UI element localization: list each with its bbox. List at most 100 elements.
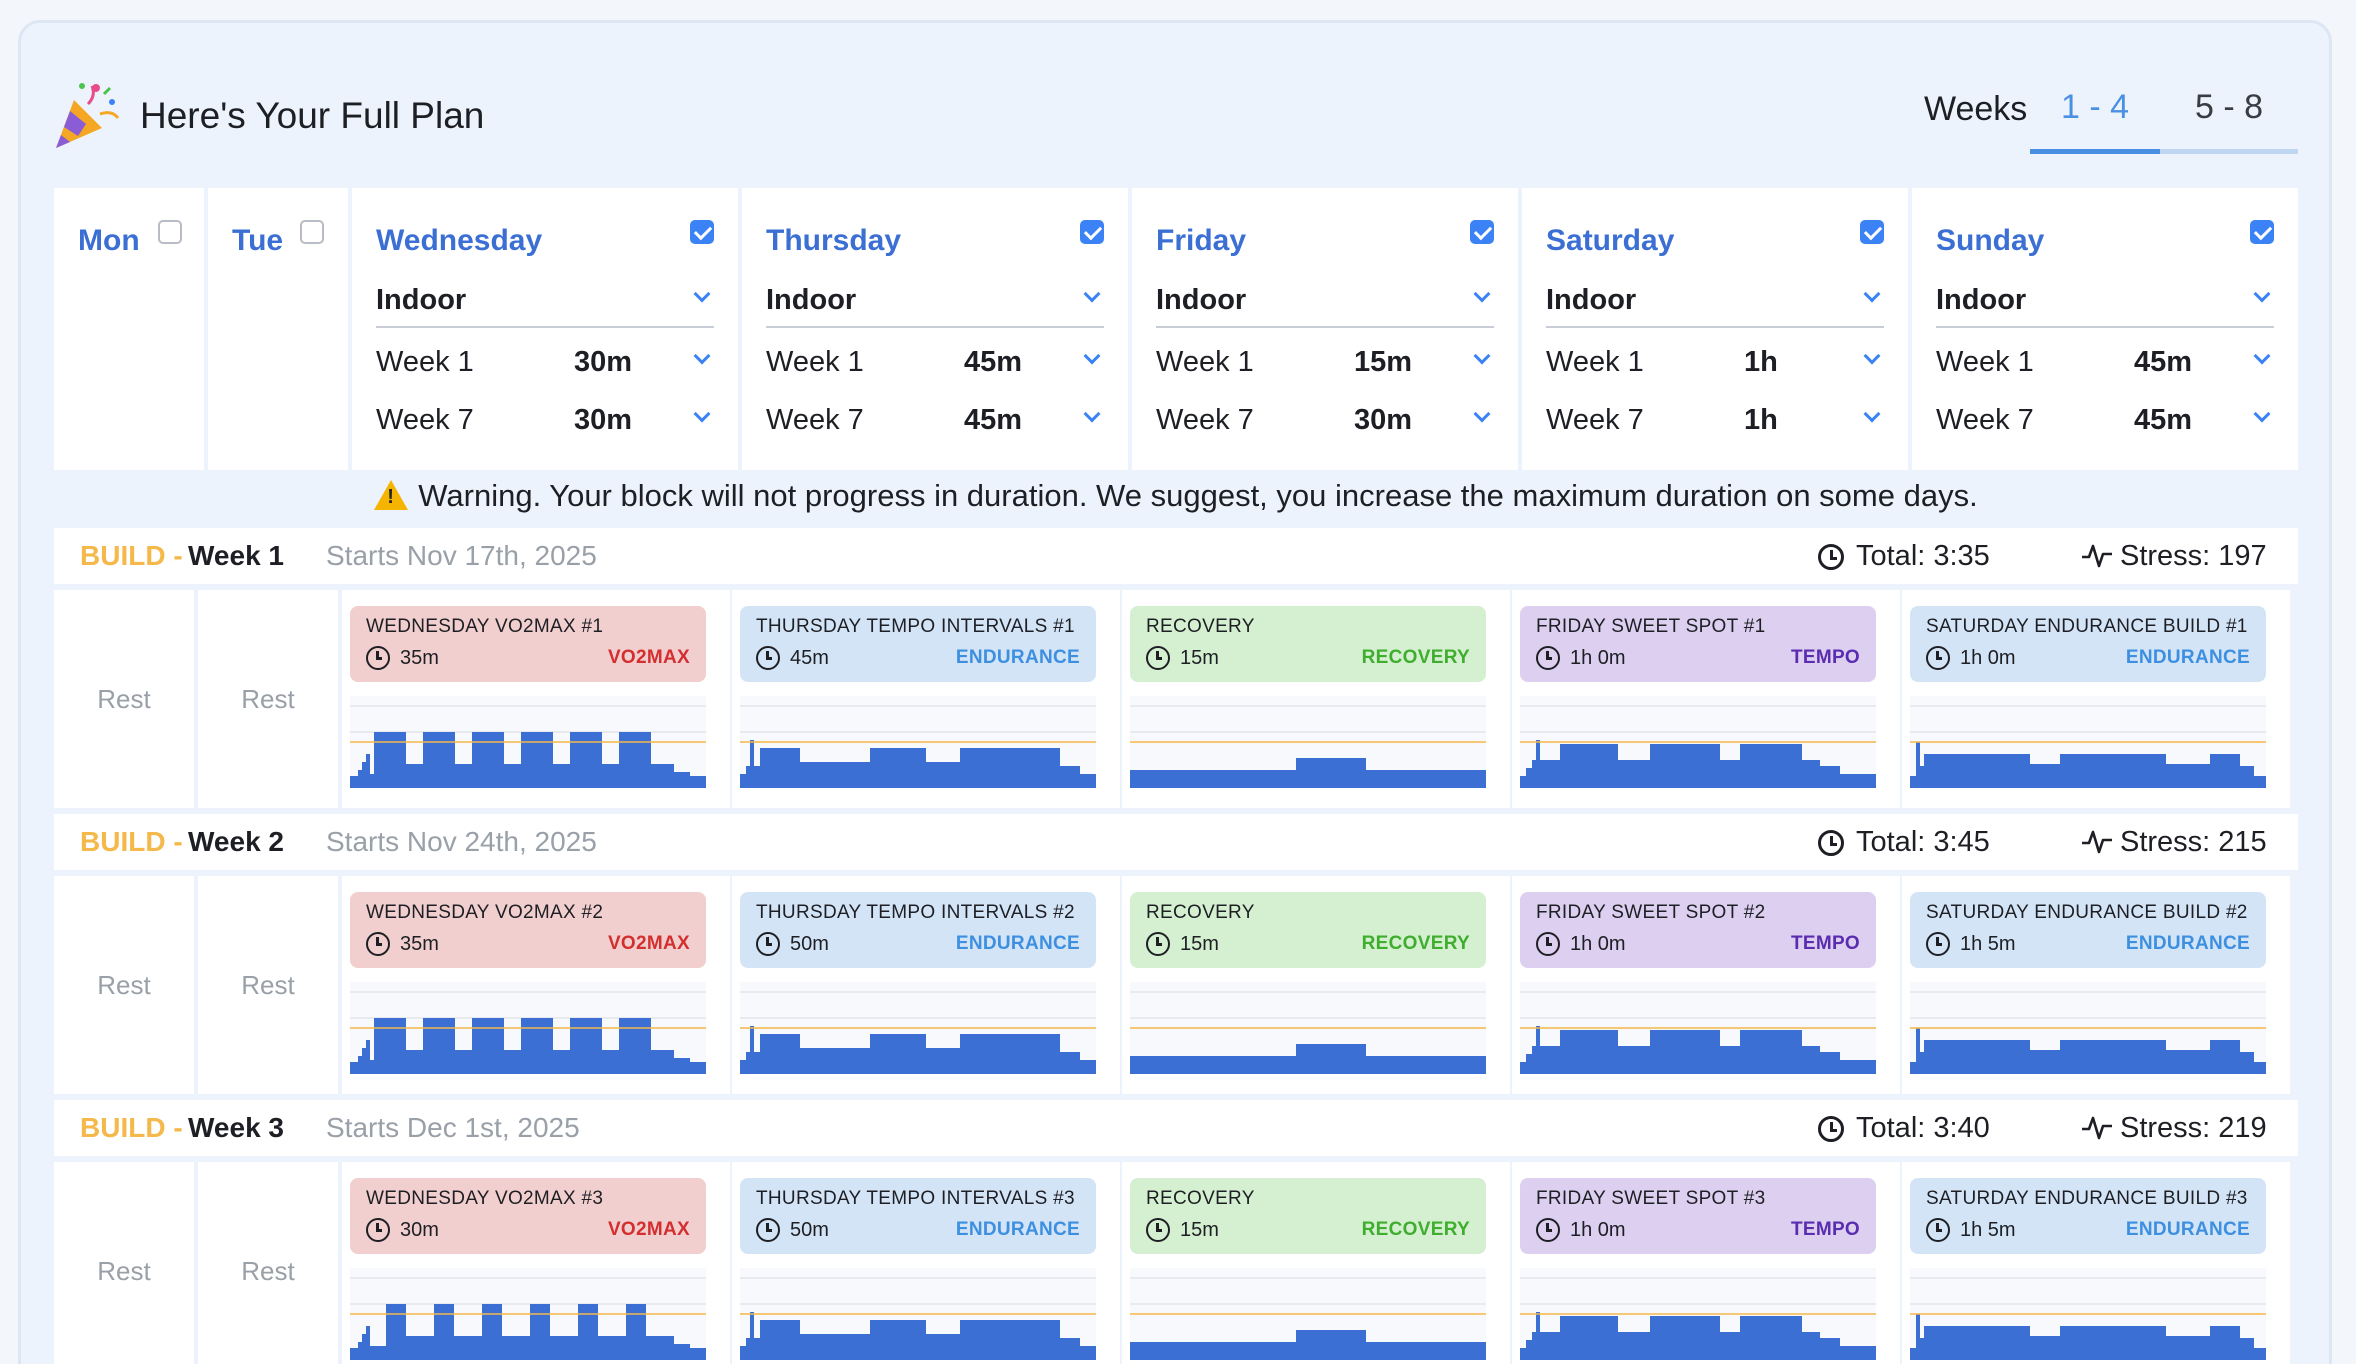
- workout-name: THURSDAY TEMPO INTERVALS #3: [756, 1188, 1075, 1209]
- workout-card[interactable]: FRIDAY SWEET SPOT #3 1h 0m TEMPO: [1520, 1178, 1876, 1254]
- tab-weeks-5-8[interactable]: 5 - 8: [2160, 88, 2298, 154]
- duration-select-week-1[interactable]: Week 1 1h: [1546, 346, 1884, 386]
- activity-pulse-icon: [2082, 830, 2112, 854]
- workout-card[interactable]: RECOVERY 15m RECOVERY: [1130, 892, 1486, 968]
- workout-card[interactable]: THURSDAY TEMPO INTERVALS #2 50m ENDURANC…: [740, 892, 1096, 968]
- workout-column: WEDNESDAY VO2MAX #2 35m VO2MAX: [342, 876, 730, 1094]
- location-select[interactable]: Indoor: [376, 284, 714, 328]
- workout-card[interactable]: WEDNESDAY VO2MAX #3 30m VO2MAX: [350, 1178, 706, 1254]
- workout-duration: 35m: [400, 647, 439, 669]
- week-label: Week 7: [376, 404, 474, 436]
- location-select[interactable]: Indoor: [1156, 284, 1494, 328]
- chevron-down-icon: [693, 285, 711, 303]
- clock-icon: [366, 646, 390, 670]
- day-checkbox[interactable]: [1080, 220, 1104, 244]
- clock-icon: [1536, 932, 1560, 956]
- warning-icon: [374, 480, 409, 510]
- day-checkbox[interactable]: [300, 220, 324, 244]
- rest-label: Rest: [97, 970, 151, 1000]
- workout-card[interactable]: SATURDAY ENDURANCE BUILD #2 1h 5m ENDURA…: [1910, 892, 2266, 968]
- location-select[interactable]: Indoor: [1546, 284, 1884, 328]
- phase-label: BUILD -: [80, 540, 183, 571]
- day-checkbox[interactable]: [1860, 220, 1884, 244]
- week-block: BUILD - Week 1 Starts Nov 17th, 2025 Tot…: [54, 528, 2298, 808]
- day-name: Tue: [232, 224, 284, 257]
- workout-card[interactable]: SATURDAY ENDURANCE BUILD #1 1h 0m ENDURA…: [1910, 606, 2266, 682]
- week-start-date: Starts Dec 1st, 2025: [326, 1112, 580, 1143]
- workout-power-profile: [350, 1268, 706, 1360]
- location-value: Indoor: [1936, 284, 2027, 316]
- clock-icon: [1536, 1218, 1560, 1242]
- duration-select-week-1[interactable]: Week 1 15m: [1156, 346, 1494, 386]
- clock-icon: [366, 1218, 390, 1242]
- workout-column: SATURDAY ENDURANCE BUILD #1 1h 0m ENDURA…: [1902, 590, 2290, 808]
- workout-duration: 50m: [790, 933, 829, 955]
- day-column-friday: Friday Indoor Week 1 15m Week 7 30m: [1132, 188, 1518, 470]
- week-stress: Stress: 197: [2120, 540, 2267, 572]
- duration-select-week-7[interactable]: Week 7 1h: [1546, 404, 1884, 444]
- week-block: BUILD - Week 2 Starts Nov 24th, 2025 Tot…: [54, 814, 2298, 1094]
- power-bars: [1130, 1330, 1486, 1360]
- workout-column: SATURDAY ENDURANCE BUILD #2 1h 5m ENDURA…: [1902, 876, 2290, 1094]
- location-value: Indoor: [1156, 284, 1247, 316]
- workout-card[interactable]: RECOVERY 15m RECOVERY: [1130, 606, 1486, 682]
- week-header: BUILD - Week 1 Starts Nov 17th, 2025 Tot…: [54, 528, 2298, 584]
- workout-card[interactable]: FRIDAY SWEET SPOT #2 1h 0m TEMPO: [1520, 892, 1876, 968]
- plan-header: Here's Your Full Plan: [52, 76, 484, 156]
- week-start-date: Starts Nov 17th, 2025: [326, 540, 597, 571]
- rest-day-tue: Rest: [198, 1162, 338, 1364]
- location-select[interactable]: Indoor: [766, 284, 1104, 328]
- location-select[interactable]: Indoor: [1936, 284, 2274, 328]
- tab-weeks-1-4[interactable]: 1 - 4: [2030, 88, 2160, 154]
- duration-select-week-7[interactable]: Week 7 30m: [1156, 404, 1494, 444]
- workout-card[interactable]: RECOVERY 15m RECOVERY: [1130, 1178, 1486, 1254]
- workout-name: RECOVERY: [1146, 616, 1255, 637]
- workout-card[interactable]: WEDNESDAY VO2MAX #2 35m VO2MAX: [350, 892, 706, 968]
- workout-name: WEDNESDAY VO2MAX #2: [366, 902, 604, 923]
- workout-type: TEMPO: [1790, 933, 1860, 954]
- day-checkbox[interactable]: [690, 220, 714, 244]
- week-total: Total: 3:45: [1856, 826, 1990, 858]
- week-label: Week 1: [1156, 346, 1254, 378]
- workout-name: RECOVERY: [1146, 902, 1255, 923]
- workout-column: WEDNESDAY VO2MAX #3 30m VO2MAX: [342, 1162, 730, 1364]
- workout-card[interactable]: FRIDAY SWEET SPOT #1 1h 0m TEMPO: [1520, 606, 1876, 682]
- duration-select-week-1[interactable]: Week 1 30m: [376, 346, 714, 386]
- workout-card[interactable]: WEDNESDAY VO2MAX #1 35m VO2MAX: [350, 606, 706, 682]
- workout-type: RECOVERY: [1361, 647, 1470, 668]
- power-bars: [1520, 1026, 1876, 1074]
- workout-duration: 1h 5m: [1960, 1219, 2016, 1241]
- workout-duration: 15m: [1180, 1219, 1219, 1241]
- duration-value: 30m: [1354, 404, 1413, 436]
- clock-icon: [1818, 544, 1844, 570]
- week-workouts: Rest Rest WEDNESDAY VO2MAX #2 35m VO2MAX…: [54, 876, 2298, 1094]
- workout-type: VO2MAX: [607, 647, 690, 668]
- week-workouts: Rest Rest WEDNESDAY VO2MAX #3 30m VO2MAX…: [54, 1162, 2298, 1364]
- workout-column: RECOVERY 15m RECOVERY: [1122, 1162, 1510, 1364]
- workout-type: ENDURANCE: [955, 1219, 1080, 1240]
- workout-power-profile: [740, 1268, 1096, 1360]
- workout-type: RECOVERY: [1361, 1219, 1470, 1240]
- clock-icon: [1818, 830, 1844, 856]
- workout-column: THURSDAY TEMPO INTERVALS #1 45m ENDURANC…: [732, 590, 1120, 808]
- workout-column: SATURDAY ENDURANCE BUILD #3 1h 5m ENDURA…: [1902, 1162, 2290, 1364]
- duration-select-week-1[interactable]: Week 1 45m: [1936, 346, 2274, 386]
- week-label: Week 1: [1936, 346, 2034, 378]
- duration-value: 45m: [964, 404, 1023, 436]
- day-checkbox[interactable]: [2250, 220, 2274, 244]
- day-checkbox[interactable]: [158, 220, 182, 244]
- duration-select-week-7[interactable]: Week 7 45m: [766, 404, 1104, 444]
- duration-select-week-1[interactable]: Week 1 45m: [766, 346, 1104, 386]
- workout-card[interactable]: THURSDAY TEMPO INTERVALS #1 45m ENDURANC…: [740, 606, 1096, 682]
- workout-card[interactable]: SATURDAY ENDURANCE BUILD #3 1h 5m ENDURA…: [1910, 1178, 2266, 1254]
- week-header: BUILD - Week 2 Starts Nov 24th, 2025 Tot…: [54, 814, 2298, 870]
- workout-name: RECOVERY: [1146, 1188, 1255, 1209]
- duration-select-week-7[interactable]: Week 7 45m: [1936, 404, 2274, 444]
- duration-select-week-7[interactable]: Week 7 30m: [376, 404, 714, 444]
- duration-value: 15m: [1354, 346, 1413, 378]
- workout-type: ENDURANCE: [2125, 1219, 2250, 1240]
- workout-power-profile: [1910, 1268, 2266, 1360]
- workout-card[interactable]: THURSDAY TEMPO INTERVALS #3 50m ENDURANC…: [740, 1178, 1096, 1254]
- day-checkbox[interactable]: [1470, 220, 1494, 244]
- clock-icon: [366, 932, 390, 956]
